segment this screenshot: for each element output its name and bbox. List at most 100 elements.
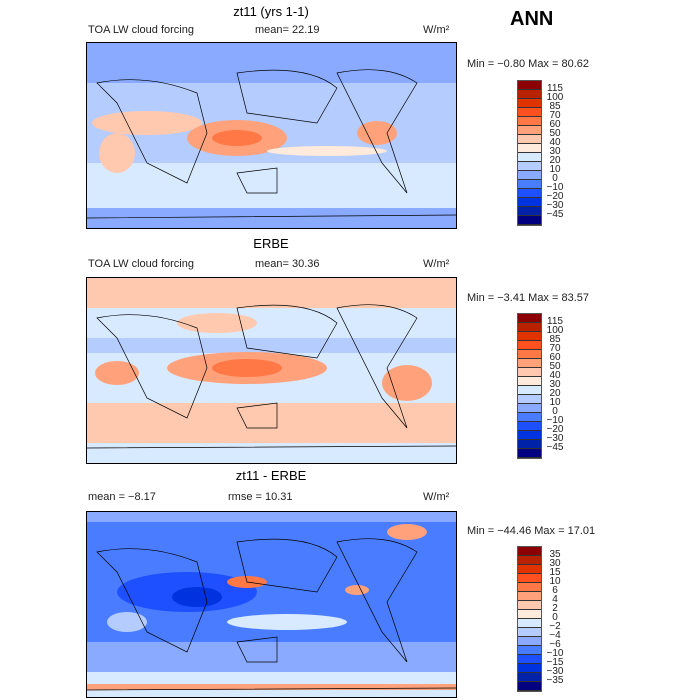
colorbar-level-label: 6	[552, 585, 558, 596]
map-model	[87, 43, 456, 228]
colorbar-swatch	[518, 664, 541, 673]
panel1-colorbar-labels: 115 100 85 70 60 50 40 30 20 10 0 −10 −20 −30 −45	[545, 83, 565, 220]
colorbar-swatch	[518, 377, 541, 386]
colorbar-swatch	[518, 619, 541, 628]
colorbar-swatch	[518, 628, 541, 637]
colorbar-level-label: 10	[549, 164, 561, 175]
colorbar-level-label: 50	[549, 361, 561, 372]
colorbar-level-label: 40	[549, 370, 561, 381]
panel1-colorbar	[517, 80, 542, 226]
panel3-title: zt11 - ERBE	[235, 468, 307, 483]
colorbar-level-label: 0	[552, 612, 558, 623]
colorbar-swatch	[518, 565, 541, 574]
panel2-field: TOA LW cloud forcing	[88, 258, 194, 270]
colorbar-level-label: 50	[549, 128, 561, 139]
colorbar-level-label: 2	[552, 603, 558, 614]
colorbar-level-label: −20	[546, 191, 564, 202]
colorbar-swatch	[518, 216, 541, 225]
colorbar-swatch	[518, 117, 541, 126]
panel2-units: W/m²	[423, 258, 450, 270]
colorbar-swatch	[518, 314, 541, 323]
colorbar-level-label: −45	[546, 209, 564, 220]
panel3-units: W/m²	[423, 491, 450, 503]
panel2-colorbar	[517, 313, 542, 459]
colorbar-level-label: 60	[549, 352, 561, 363]
colorbar-level-label: 30	[549, 379, 561, 390]
colorbar-swatch	[518, 81, 541, 90]
colorbar-swatch	[518, 610, 541, 619]
colorbar-swatch	[518, 126, 541, 135]
colorbar-level-label: 115	[547, 316, 563, 327]
colorbar-level-label: 30	[549, 558, 561, 569]
colorbar-swatch	[518, 655, 541, 664]
colorbar-swatch	[518, 440, 541, 449]
colorbar-level-label: −10	[546, 648, 564, 659]
colorbar-swatch	[518, 99, 541, 108]
panel3-map	[86, 511, 457, 698]
colorbar-level-label: 100	[546, 325, 564, 336]
colorbar-level-label: 70	[549, 343, 561, 354]
colorbar-swatch	[518, 189, 541, 198]
colorbar-swatch	[518, 682, 541, 691]
colorbar-level-label: 0	[552, 406, 558, 417]
colorbar-swatch	[518, 180, 541, 189]
colorbar-level-label: 20	[549, 388, 561, 399]
colorbar-level-label: 4	[552, 594, 558, 605]
colorbar-level-label: 20	[549, 155, 561, 166]
panel3-colorbar-labels: 35 30 15 10 6 4 2 0 −2 −4 −6 −10 −15 −30 −35	[545, 549, 565, 686]
colorbar-level-label: −30	[546, 433, 564, 444]
panel3-minmax: Min = −44.46 Max = 17.01	[467, 525, 596, 537]
colorbar-swatch	[518, 547, 541, 556]
colorbar-level-label: 85	[549, 101, 561, 112]
colorbar-level-label: 115	[547, 83, 563, 94]
colorbar-level-label: 35	[549, 549, 561, 560]
colorbar-swatch	[518, 207, 541, 216]
colorbar-swatch	[518, 449, 541, 458]
colorbar-swatch	[518, 637, 541, 646]
panel1-units: W/m²	[423, 24, 450, 36]
colorbar-level-label: −10	[546, 415, 564, 426]
colorbar-level-label: −30	[546, 666, 564, 677]
colorbar-level-label: 10	[549, 576, 561, 587]
colorbar-level-label: 10	[549, 397, 561, 408]
colorbar-level-label: −10	[546, 182, 564, 193]
colorbar-level-label: −45	[546, 442, 564, 453]
colorbar-swatch	[518, 90, 541, 99]
colorbar-swatch	[518, 359, 541, 368]
panel3-colorbar	[517, 546, 542, 692]
colorbar-swatch	[518, 592, 541, 601]
panel3-rmse: rmse = 10.31	[228, 491, 293, 503]
colorbar-level-label: −35	[546, 675, 564, 686]
colorbar-level-label: −6	[549, 639, 561, 650]
panel2-colorbar-labels: 115 100 85 70 60 50 40 30 20 10 0 −10 −20 −30 −45	[545, 316, 565, 453]
colorbar-level-label: 40	[549, 137, 561, 148]
colorbar-level-label: 0	[552, 173, 558, 184]
colorbar-swatch	[518, 153, 541, 162]
colorbar-level-label: −4	[549, 630, 561, 641]
colorbar-swatch	[518, 350, 541, 359]
colorbar-swatch	[518, 583, 541, 592]
colorbar-swatch	[518, 332, 541, 341]
colorbar-swatch	[518, 171, 541, 180]
panel3-mean: mean = −8.17	[88, 491, 156, 503]
colorbar-level-label: −30	[546, 200, 564, 211]
panel1-field: TOA LW cloud forcing	[88, 24, 194, 36]
map-observed	[87, 278, 456, 463]
panel1-minmax: Min = −0.80 Max = 80.62	[467, 58, 589, 70]
panel1-mean: mean= 22.19	[255, 24, 320, 36]
colorbar-swatch	[518, 413, 541, 422]
panel2-minmax: Min = −3.41 Max = 83.57	[467, 292, 589, 304]
colorbar-level-label: 60	[549, 119, 561, 130]
colorbar-swatch	[518, 135, 541, 144]
map-difference	[87, 512, 456, 697]
colorbar-swatch	[518, 673, 541, 682]
colorbar-level-label: 30	[549, 146, 561, 157]
panel2-mean: mean= 30.36	[255, 258, 320, 270]
colorbar-swatch	[518, 646, 541, 655]
colorbar-swatch	[518, 323, 541, 332]
colorbar-level-label: 100	[546, 92, 564, 103]
colorbar-level-label: 85	[549, 334, 561, 345]
colorbar-swatch	[518, 431, 541, 440]
colorbar-swatch	[518, 386, 541, 395]
colorbar-swatch	[518, 368, 541, 377]
